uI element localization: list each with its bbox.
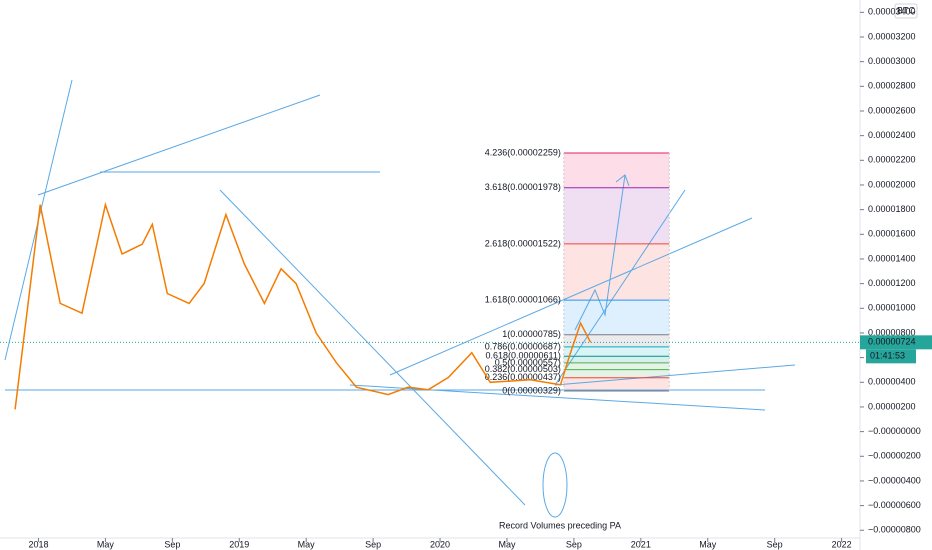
y-tick-label: 0.00002600 bbox=[868, 105, 916, 115]
last-price-box bbox=[860, 335, 932, 350]
price-line bbox=[14, 201, 592, 410]
currency: BTC bbox=[897, 5, 916, 15]
y-tick-label: 0.00002200 bbox=[868, 155, 916, 165]
x-tick-label: 2019 bbox=[229, 539, 249, 549]
y-tick-label: 0.00002400 bbox=[868, 130, 916, 140]
fib-label: 0(0.00000329) bbox=[502, 385, 561, 395]
background-layer bbox=[563, 153, 670, 392]
x-tick-label: Sep bbox=[566, 539, 582, 549]
fib-band bbox=[563, 300, 670, 335]
x-tick-label: 2018 bbox=[28, 539, 48, 549]
fib-label: 1.618(0.00001066) bbox=[485, 295, 561, 305]
x-tick-label: 2021 bbox=[631, 539, 651, 549]
x-tick-label: May bbox=[699, 539, 717, 549]
x-tick-label: Sep bbox=[365, 539, 381, 549]
x-tick-label: 2022 bbox=[832, 539, 852, 549]
y-tick-label: 0.00003400 bbox=[868, 7, 916, 17]
y-tick-label: −0.00000800 bbox=[868, 525, 921, 535]
y-tick-label: 0.00000200 bbox=[868, 401, 916, 411]
fib-label: 3.618(0.00001978) bbox=[485, 182, 561, 192]
fib-label: 0.618(0.00000611) bbox=[485, 351, 560, 361]
y-tick-label: −0.00000600 bbox=[868, 500, 921, 510]
y-tick-label: 0.00002000 bbox=[868, 179, 916, 189]
fib-band bbox=[563, 377, 670, 392]
last-price-label: 0.00000724 bbox=[868, 337, 916, 347]
y-tick-label: 0.00000400 bbox=[868, 377, 916, 387]
y-tick-label: 0.00001200 bbox=[868, 278, 916, 288]
fib-band bbox=[563, 356, 670, 363]
countdown-box bbox=[866, 349, 916, 364]
fib-label: 0.236(0.00000437) bbox=[485, 372, 561, 382]
y-tick-label: 0.00003200 bbox=[868, 31, 916, 41]
y-tick-label: 0.00001800 bbox=[868, 204, 916, 214]
fib-band bbox=[563, 369, 670, 378]
countdown: 01:41:53 bbox=[870, 351, 905, 361]
x-tick-label: Sep bbox=[164, 539, 180, 549]
fib-band bbox=[563, 346, 670, 357]
fib-band bbox=[563, 334, 670, 347]
fib-band bbox=[563, 153, 670, 188]
trend-lines bbox=[4, 79, 796, 518]
x-tick-label: May bbox=[298, 539, 316, 549]
fib-band bbox=[563, 362, 670, 370]
x-tick-label: May bbox=[498, 539, 516, 549]
x-tick-label: Sep bbox=[767, 539, 783, 549]
x-tick-label: May bbox=[97, 539, 115, 549]
fib-label: 1(0.00000785) bbox=[502, 329, 561, 339]
fib-band bbox=[563, 243, 670, 301]
fib-label: 2.618(0.00001522) bbox=[485, 238, 561, 248]
fib-label: 0.382(0.00000503) bbox=[485, 364, 561, 374]
y-tick-label: −0.00000000 bbox=[868, 426, 921, 436]
y-tick-label: 0.00001400 bbox=[868, 253, 916, 263]
y-tick-label: 0.00000800 bbox=[868, 327, 916, 337]
fib-label: 0.5(0.00000557) bbox=[495, 357, 561, 367]
x-tick-label: 2020 bbox=[430, 539, 450, 549]
fib-label: 4.236(0.00002259) bbox=[485, 147, 561, 157]
y-tick-label: −0.00000400 bbox=[868, 475, 921, 485]
y-tick-label: −0.00000200 bbox=[868, 451, 921, 461]
currency-badge bbox=[894, 3, 918, 19]
y-tick-label: 0.00003000 bbox=[868, 56, 916, 66]
y-tick-label: 0.00002800 bbox=[868, 81, 916, 91]
fib-label: 0.786(0.00000687) bbox=[485, 341, 561, 351]
annotation: Record Volumes preceding PA bbox=[499, 520, 621, 530]
y-tick-label: 0.00001600 bbox=[868, 229, 916, 239]
y-tick-label: 0.00001000 bbox=[868, 303, 916, 313]
